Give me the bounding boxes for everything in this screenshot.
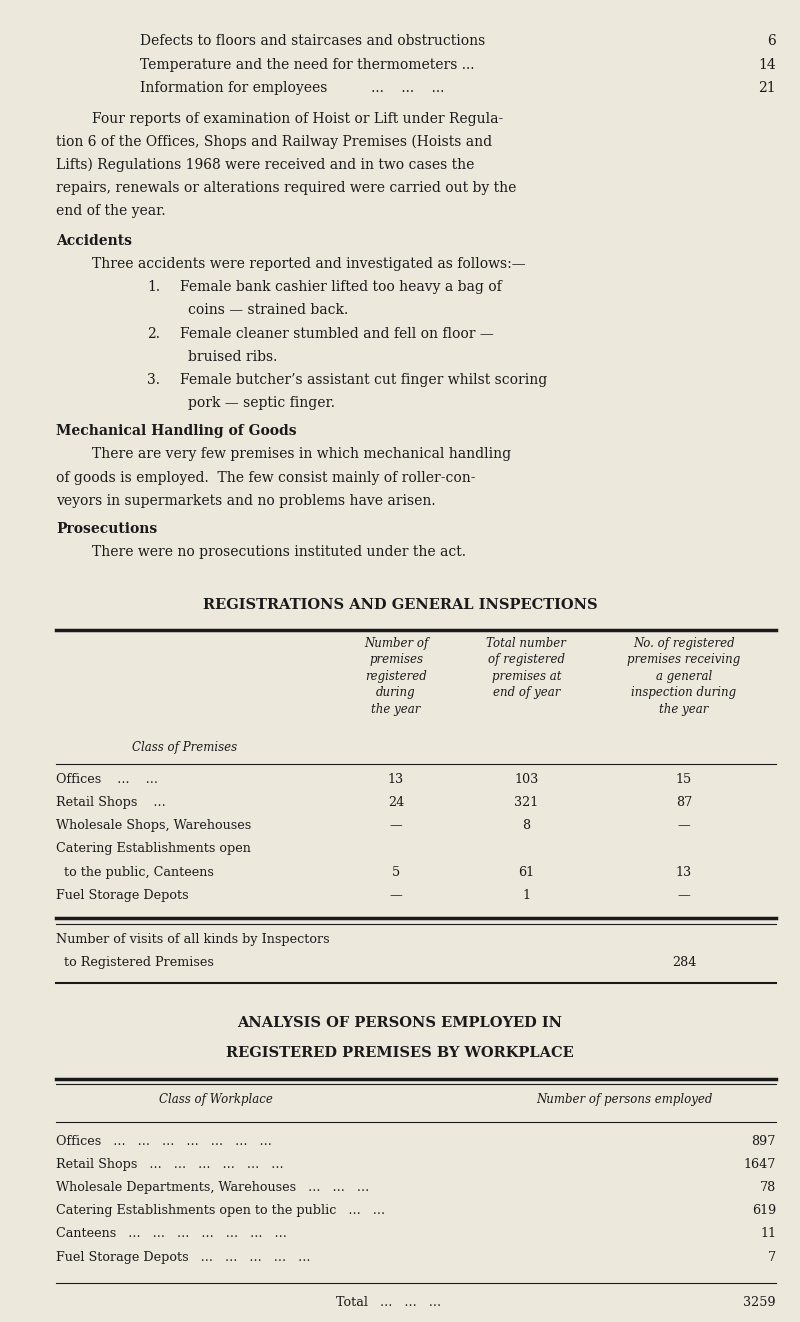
Text: Accidents: Accidents xyxy=(56,234,132,249)
Text: bruised ribs.: bruised ribs. xyxy=(188,350,278,364)
Text: Fuel Storage Depots   ...   ...   ...   ...   ...: Fuel Storage Depots ... ... ... ... ... xyxy=(56,1251,310,1264)
Text: Four reports of examination of Hoist or Lift under Regula-: Four reports of examination of Hoist or … xyxy=(92,112,503,126)
Text: 61: 61 xyxy=(518,866,534,879)
Text: Catering Establishments open to the public   ...   ...: Catering Establishments open to the publ… xyxy=(56,1204,385,1218)
Text: pork — septic finger.: pork — septic finger. xyxy=(188,397,335,410)
Text: Wholesale Shops, Warehouses: Wholesale Shops, Warehouses xyxy=(56,820,251,833)
Text: 21: 21 xyxy=(758,81,776,95)
Text: 87: 87 xyxy=(676,796,692,809)
Text: 5: 5 xyxy=(392,866,400,879)
Text: 103: 103 xyxy=(514,773,538,787)
Text: ANALYSIS OF PERSONS EMPLOYED IN: ANALYSIS OF PERSONS EMPLOYED IN xyxy=(238,1017,562,1030)
Text: Class of Workplace: Class of Workplace xyxy=(159,1093,273,1107)
Text: Offices    ...    ...: Offices ... ... xyxy=(56,773,158,787)
Text: Female butcher’s assistant cut finger whilst scoring: Female butcher’s assistant cut finger wh… xyxy=(180,373,547,387)
Text: 1: 1 xyxy=(522,888,530,902)
Text: —: — xyxy=(678,820,690,833)
Text: 321: 321 xyxy=(514,796,538,809)
Text: 78: 78 xyxy=(760,1182,776,1194)
Text: 897: 897 xyxy=(752,1134,776,1147)
Text: Wholesale Departments, Warehouses   ...   ...   ...: Wholesale Departments, Warehouses ... ..… xyxy=(56,1182,370,1194)
Text: 6: 6 xyxy=(767,34,776,49)
Text: Total number
of registered
premises at
end of year: Total number of registered premises at e… xyxy=(486,637,566,699)
Text: Class of Premises: Class of Premises xyxy=(132,740,237,754)
Text: 3.: 3. xyxy=(147,373,160,387)
Text: No. of registered
premises receiving
a general
inspection during
the year: No. of registered premises receiving a g… xyxy=(627,637,741,715)
Text: Female bank cashier lifted too heavy a bag of: Female bank cashier lifted too heavy a b… xyxy=(180,280,502,295)
Text: 14: 14 xyxy=(758,57,776,71)
Text: 13: 13 xyxy=(388,773,404,787)
Text: REGISTERED PREMISES BY WORKPLACE: REGISTERED PREMISES BY WORKPLACE xyxy=(226,1047,574,1060)
Text: Mechanical Handling of Goods: Mechanical Handling of Goods xyxy=(56,424,297,439)
Text: 13: 13 xyxy=(676,866,692,879)
Text: 3259: 3259 xyxy=(743,1296,776,1309)
Text: Female cleaner stumbled and fell on floor —: Female cleaner stumbled and fell on floo… xyxy=(180,327,494,341)
Text: 24: 24 xyxy=(388,796,404,809)
Text: repairs, renewals or alterations required were carried out by the: repairs, renewals or alterations require… xyxy=(56,181,516,196)
Text: Offices   ...   ...   ...   ...   ...   ...   ...: Offices ... ... ... ... ... ... ... xyxy=(56,1134,272,1147)
Text: Number of visits of all kinds by Inspectors: Number of visits of all kinds by Inspect… xyxy=(56,933,330,947)
Text: —: — xyxy=(678,888,690,902)
Text: of goods is employed.  The few consist mainly of roller-con-: of goods is employed. The few consist ma… xyxy=(56,471,475,485)
Text: 1.: 1. xyxy=(147,280,160,295)
Text: 11: 11 xyxy=(760,1227,776,1240)
Text: Total   ...   ...   ...: Total ... ... ... xyxy=(336,1296,441,1309)
Text: Fuel Storage Depots: Fuel Storage Depots xyxy=(56,888,189,902)
Text: Lifts) Regulations 1968 were received and in two cases the: Lifts) Regulations 1968 were received an… xyxy=(56,159,474,172)
Text: Three accidents were reported and investigated as follows:—: Three accidents were reported and invest… xyxy=(92,258,526,271)
Text: 284: 284 xyxy=(672,956,696,969)
Text: to the public, Canteens: to the public, Canteens xyxy=(56,866,214,879)
Text: There were no prosecutions instituted under the act.: There were no prosecutions instituted un… xyxy=(92,546,466,559)
Text: There are very few premises in which mechanical handling: There are very few premises in which mec… xyxy=(92,448,511,461)
Text: Retail Shops    ...: Retail Shops ... xyxy=(56,796,166,809)
Text: 619: 619 xyxy=(752,1204,776,1218)
Text: 8: 8 xyxy=(522,820,530,833)
Text: Number of
premises
registered
during
the year: Number of premises registered during the… xyxy=(364,637,428,715)
Text: 7: 7 xyxy=(768,1251,776,1264)
Text: —: — xyxy=(390,820,402,833)
Text: Number of persons employed: Number of persons employed xyxy=(536,1093,712,1107)
Text: Defects to floors and staircases and obstructions: Defects to floors and staircases and obs… xyxy=(140,34,486,49)
Text: end of the year.: end of the year. xyxy=(56,204,166,218)
Text: 1647: 1647 xyxy=(744,1158,776,1171)
Text: veyors in supermarkets and no problems have arisen.: veyors in supermarkets and no problems h… xyxy=(56,494,436,508)
Text: —: — xyxy=(390,888,402,902)
Text: REGISTRATIONS AND GENERAL INSPECTIONS: REGISTRATIONS AND GENERAL INSPECTIONS xyxy=(202,598,598,612)
Text: Prosecutions: Prosecutions xyxy=(56,522,158,537)
Text: to Registered Premises: to Registered Premises xyxy=(56,956,214,969)
Text: Canteens   ...   ...   ...   ...   ...   ...   ...: Canteens ... ... ... ... ... ... ... xyxy=(56,1227,287,1240)
Text: 15: 15 xyxy=(676,773,692,787)
Text: 2.: 2. xyxy=(147,327,160,341)
Text: Information for employees          ...    ...    ...: Information for employees ... ... ... xyxy=(140,81,444,95)
Text: coins — strained back.: coins — strained back. xyxy=(188,304,348,317)
Text: Catering Establishments open: Catering Establishments open xyxy=(56,842,251,855)
Text: Temperature and the need for thermometers ...: Temperature and the need for thermometer… xyxy=(140,57,474,71)
Text: tion 6 of the Offices, Shops and Railway Premises (Hoists and: tion 6 of the Offices, Shops and Railway… xyxy=(56,135,492,149)
Text: Retail Shops   ...   ...   ...   ...   ...   ...: Retail Shops ... ... ... ... ... ... xyxy=(56,1158,284,1171)
